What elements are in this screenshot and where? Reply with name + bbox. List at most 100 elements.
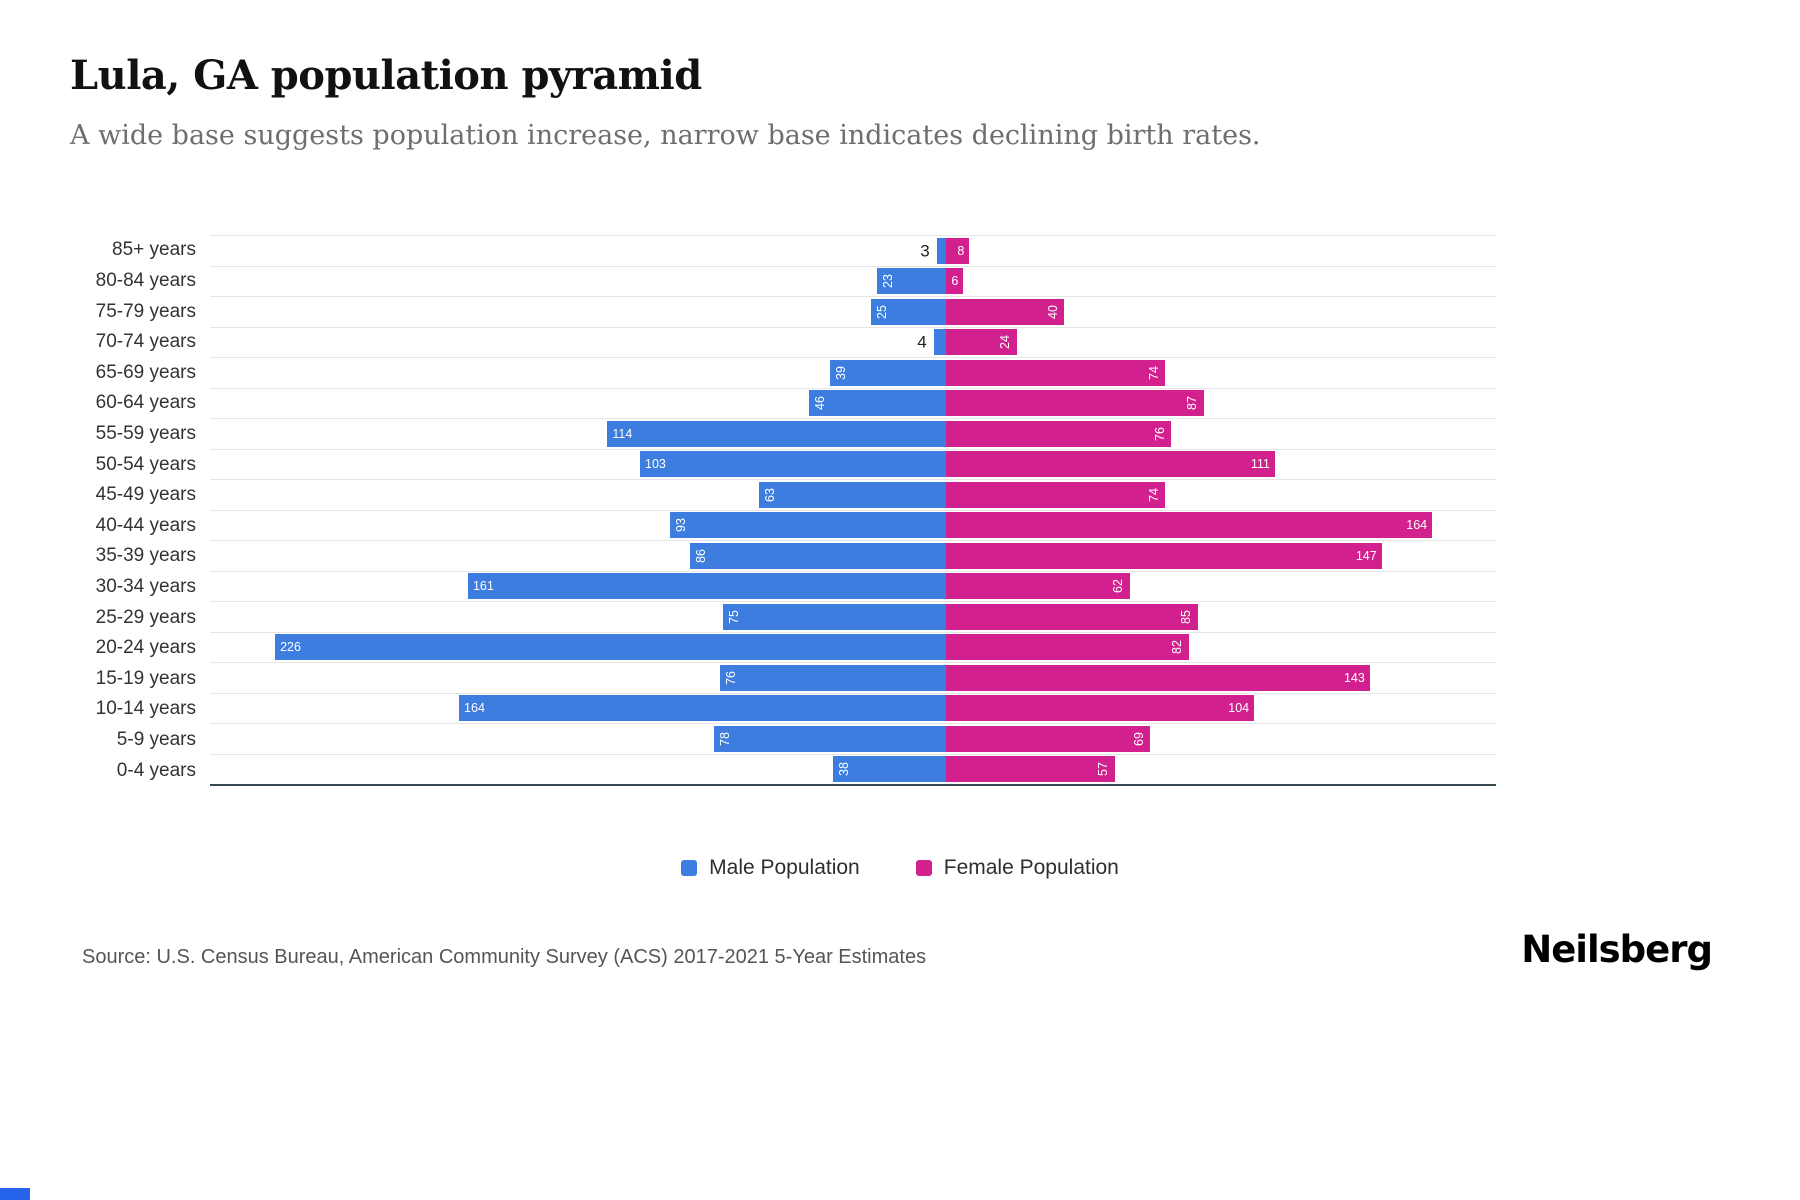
female-legend-label: Female Population bbox=[943, 856, 1119, 879]
male-bar: 114 bbox=[607, 420, 946, 447]
female-bar: 143 bbox=[945, 664, 1370, 691]
male-bar: 23 bbox=[877, 268, 946, 295]
male-bar-value: 38 bbox=[836, 762, 851, 777]
pyramid-row: 38 57 bbox=[210, 753, 1496, 785]
source-attribution: Source: U.S. Census Bureau, American Com… bbox=[82, 946, 927, 968]
pyramid-row: 25 40 bbox=[210, 296, 1496, 327]
pyramid-row: 164 104 bbox=[210, 692, 1496, 724]
female-bar: 6 bbox=[945, 268, 964, 295]
female-bar-value: 69 bbox=[1131, 731, 1146, 746]
pyramid-row: 75 85 bbox=[210, 601, 1496, 632]
female-bar: 24 bbox=[945, 329, 1017, 356]
male-bar: 75 bbox=[723, 603, 946, 630]
category-label: 15-19 years bbox=[95, 667, 196, 689]
legend: Male Population Female Population bbox=[0, 856, 1800, 880]
male-legend-swatch bbox=[681, 860, 698, 876]
male-bar: 226 bbox=[275, 634, 946, 661]
male-bar-value: 164 bbox=[464, 701, 485, 715]
female-bar: 87 bbox=[945, 390, 1204, 417]
pyramid-row: 63 74 bbox=[210, 479, 1496, 510]
male-bar: 25 bbox=[871, 298, 946, 325]
male-bar-value: 93 bbox=[673, 518, 688, 533]
pyramid-row: 23 6 bbox=[210, 265, 1496, 297]
female-bar-value: 143 bbox=[1343, 670, 1365, 685]
female-legend-swatch bbox=[915, 860, 932, 876]
male-bar: 46 bbox=[809, 390, 946, 417]
male-bar: 3 bbox=[920, 237, 946, 264]
female-bar-value: 82 bbox=[1170, 640, 1185, 655]
male-bar-value: 86 bbox=[694, 548, 709, 563]
female-bar: 74 bbox=[945, 481, 1166, 508]
male-bar: 103 bbox=[640, 451, 946, 478]
pyramid-row: 46 87 bbox=[210, 387, 1496, 419]
category-label: 65-69 years bbox=[95, 361, 196, 383]
female-bar-value: 111 bbox=[1250, 457, 1270, 471]
legend-item-male[interactable]: Male Population bbox=[681, 856, 860, 880]
category-label: 20-24 years bbox=[95, 637, 196, 659]
male-bar: 4 bbox=[917, 329, 946, 356]
category-label: 75-79 years bbox=[95, 300, 196, 322]
category-label: 35-39 years bbox=[95, 545, 196, 567]
female-bar-value: 24 bbox=[998, 335, 1013, 350]
category-label: 45-49 years bbox=[95, 484, 196, 506]
pyramid-row: 103 111 bbox=[210, 448, 1496, 480]
category-label: 5-9 years bbox=[116, 729, 196, 751]
female-bar-value: 62 bbox=[1111, 579, 1126, 594]
female-bar: 147 bbox=[945, 542, 1382, 569]
pyramid-row: 226 82 bbox=[210, 631, 1496, 663]
pyramid-row: 161 62 bbox=[210, 570, 1496, 602]
female-bar: 62 bbox=[945, 573, 1130, 600]
pyramid-row: 78 69 bbox=[210, 723, 1496, 754]
male-bar-value: 23 bbox=[881, 274, 896, 289]
female-bar: 111 bbox=[945, 451, 1275, 478]
pyramid-row: 93 164 bbox=[210, 509, 1496, 541]
male-bar-value: 114 bbox=[612, 426, 633, 441]
female-bar: 74 bbox=[945, 359, 1166, 386]
male-bar: 86 bbox=[690, 542, 946, 569]
category-column: 85+ years 80-84 years 75-79 years 70-74 yea… bbox=[70, 235, 210, 786]
category-label: 55-59 years bbox=[95, 422, 196, 444]
male-bar-value: 25 bbox=[875, 304, 890, 319]
female-bar: 104 bbox=[945, 695, 1255, 722]
pyramid-row: 114 76 bbox=[210, 418, 1496, 449]
female-bar-value: 76 bbox=[1152, 426, 1167, 441]
female-bar: 69 bbox=[945, 725, 1151, 752]
female-bar-value: 74 bbox=[1146, 487, 1161, 502]
male-bar: 76 bbox=[720, 664, 946, 691]
category-label: 70-74 years bbox=[95, 331, 196, 353]
category-label: 30-34 years bbox=[95, 576, 196, 597]
male-bar-value: 3 bbox=[920, 241, 930, 261]
category-label: 10-14 years bbox=[95, 698, 196, 720]
female-bar-value: 147 bbox=[1355, 548, 1377, 563]
male-bar-value: 103 bbox=[645, 457, 666, 471]
bottom-left-blue-mark bbox=[0, 1188, 30, 1200]
male-bar-value: 39 bbox=[833, 365, 848, 380]
female-bar-value: 6 bbox=[951, 274, 959, 288]
category-label: 80-84 years bbox=[95, 269, 196, 291]
female-bar-value: 164 bbox=[1406, 518, 1428, 532]
neilsberg-logo: Neilsberg bbox=[1521, 928, 1713, 971]
female-bar-value: 8 bbox=[957, 243, 965, 258]
male-bar-value: 78 bbox=[718, 731, 733, 746]
population-pyramid-chart: 85+ years 80-84 years 75-79 years 70-74 yea… bbox=[70, 235, 1496, 786]
female-bar-value: 40 bbox=[1045, 304, 1060, 319]
legend-item-female[interactable]: Female Population bbox=[915, 856, 1119, 880]
pyramid-row: 76 143 bbox=[210, 662, 1496, 693]
female-bar-value: 74 bbox=[1146, 365, 1161, 380]
pyramid-row: 39 74 bbox=[210, 357, 1496, 388]
male-bar: 164 bbox=[459, 695, 946, 722]
category-label: 85+ years bbox=[112, 239, 196, 261]
female-bar-value: 87 bbox=[1185, 396, 1200, 411]
pyramid-row: 4 24 bbox=[210, 326, 1496, 358]
male-bar: 78 bbox=[714, 725, 946, 752]
category-label: 0-4 years bbox=[116, 759, 196, 781]
male-bar: 63 bbox=[758, 481, 946, 508]
category-label: 60-64 years bbox=[95, 392, 196, 414]
female-bar: 8 bbox=[945, 237, 970, 264]
female-bar-value: 85 bbox=[1179, 609, 1194, 624]
female-bar: 40 bbox=[945, 298, 1065, 325]
pyramid-row: 86 147 bbox=[210, 540, 1496, 571]
category-label: 50-54 years bbox=[95, 453, 196, 475]
